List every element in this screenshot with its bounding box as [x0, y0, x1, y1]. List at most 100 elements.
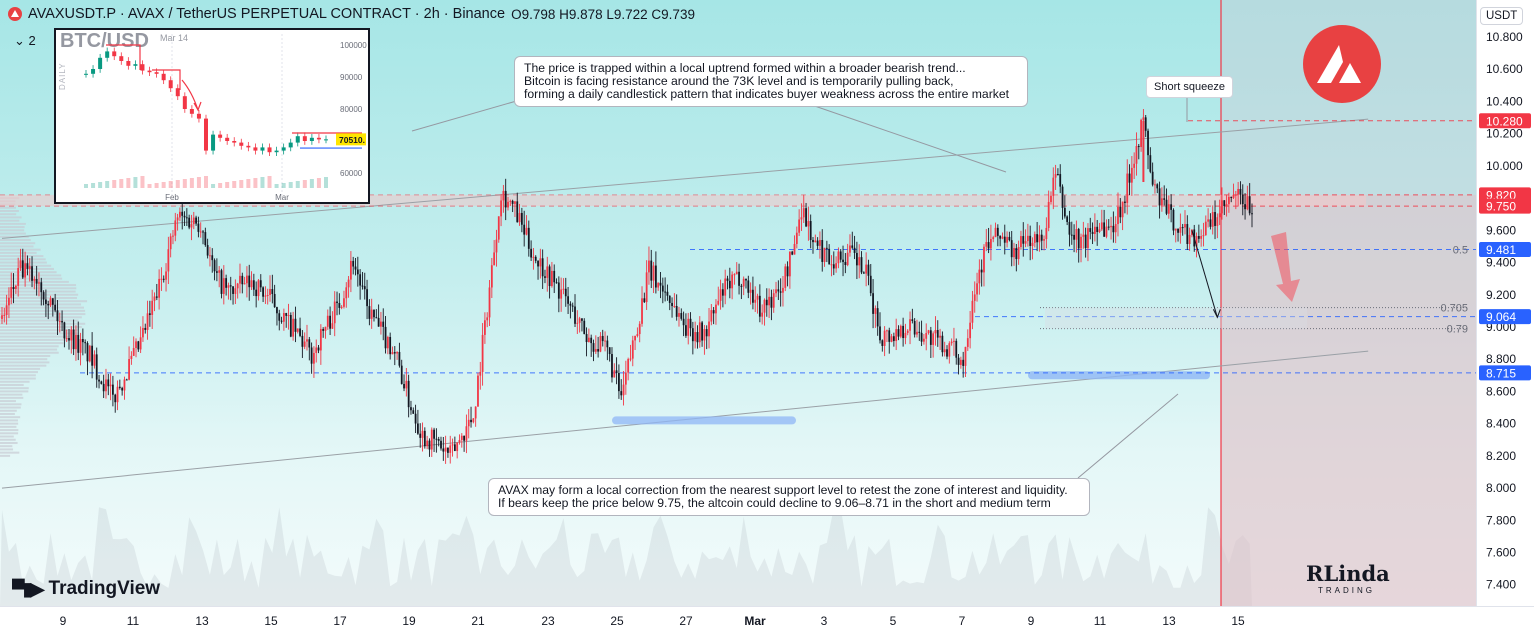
- price-level-badge-label: 9.064: [1486, 310, 1516, 324]
- candle-body: [1227, 196, 1230, 205]
- candle-body: [451, 444, 454, 446]
- candle-body: [215, 271, 218, 273]
- candle-body: [1167, 204, 1170, 214]
- candle-body: [414, 413, 417, 424]
- price-level-badge-label: 10.280: [1486, 114, 1523, 128]
- price-axis[interactable]: [1476, 0, 1534, 606]
- volume-profile-bar: [0, 435, 14, 438]
- candle-body: [222, 278, 225, 294]
- candle-body: [33, 279, 36, 281]
- candle-body: [1251, 213, 1253, 215]
- candle-body: [1195, 236, 1198, 247]
- candle-body: [680, 313, 683, 319]
- candle-body: [557, 282, 560, 299]
- inset-candle-body: [168, 80, 173, 89]
- candle-body: [527, 227, 530, 249]
- candle-body: [155, 296, 158, 298]
- candle-body: [135, 341, 137, 348]
- candle-body: [354, 266, 357, 270]
- inset-candle-body: [119, 56, 124, 61]
- time-tick-label: 11: [1094, 614, 1107, 628]
- candle-body: [560, 289, 563, 299]
- inset-volume-bar: [274, 184, 279, 188]
- candle-body: [24, 263, 27, 278]
- candle-body: [1052, 177, 1055, 196]
- fib-level-label: 0.79: [1447, 324, 1468, 336]
- volume-area: [0, 507, 1252, 606]
- candle-body: [846, 252, 849, 266]
- candle-body: [61, 321, 63, 323]
- candle-body: [246, 275, 248, 284]
- volume-profile-bar: [0, 216, 22, 219]
- candle-body: [195, 217, 197, 224]
- candle-body: [1010, 240, 1013, 258]
- candle-body: [696, 332, 699, 343]
- candle-body: [91, 345, 94, 366]
- currency-button[interactable]: USDT: [1480, 7, 1524, 25]
- candle-body: [229, 285, 232, 287]
- candle-body: [1239, 188, 1242, 195]
- candle-body: [359, 274, 362, 286]
- candle-body: [416, 423, 419, 434]
- candle-body: [819, 240, 821, 246]
- candle-body: [971, 300, 974, 323]
- tradingview-logo[interactable]: ▀▮▶ TradingView: [12, 578, 160, 600]
- indicator-toggle-button[interactable]: ⌄ 2: [14, 33, 36, 48]
- candle-body: [923, 338, 925, 342]
- candle-body: [726, 278, 729, 281]
- inset-date: Mar 14: [160, 33, 189, 43]
- candle-body: [121, 387, 124, 391]
- time-tick-label: Mar: [744, 614, 766, 628]
- candle-body: [761, 312, 764, 317]
- candle-body: [465, 426, 468, 441]
- volume-profile-bar: [0, 271, 57, 274]
- candle-body: [936, 330, 939, 338]
- candle-body: [784, 266, 787, 288]
- candle-body: [481, 334, 484, 372]
- candle-body: [86, 343, 89, 362]
- candle-body: [183, 215, 186, 218]
- candle-body: [504, 190, 507, 208]
- time-axis[interactable]: 9 11 13 15 17 19 21 23 25 27 Mar 3 5 7 9 11 13 15: [0, 606, 1534, 633]
- candle-body: [206, 245, 209, 256]
- candle-body: [1241, 194, 1244, 205]
- time-tick-label: 23: [541, 614, 555, 628]
- candle-body: [516, 201, 519, 223]
- volume-profile-bar: [0, 303, 82, 306]
- candle-body: [597, 349, 600, 352]
- linda-logo-mark: RLinda: [1306, 561, 1390, 586]
- candle-body: [174, 220, 177, 236]
- inset-bear-arrow: [181, 79, 202, 112]
- volume-profile-bar: [0, 313, 86, 316]
- candle-body: [1024, 241, 1027, 244]
- candle-body: [925, 332, 928, 339]
- candle-body: [51, 298, 54, 305]
- time-tick-label: 21: [471, 614, 485, 628]
- annotation-bitcoin-note[interactable]: The price is trapped within a local uptr…: [514, 56, 1028, 107]
- candle-body: [285, 313, 288, 316]
- volume-profile-bar: [0, 412, 15, 415]
- candle-body: [282, 313, 285, 322]
- candle-body: [874, 308, 877, 314]
- candle-body: [151, 300, 154, 315]
- candle-body: [139, 337, 142, 350]
- candle-body: [1117, 206, 1119, 225]
- candle-body: [1191, 229, 1193, 235]
- inset-candle-body: [218, 134, 223, 138]
- candle-body: [613, 370, 616, 378]
- candle-body: [306, 339, 308, 342]
- candle-body: [112, 384, 114, 395]
- symbol-header[interactable]: AVAXUSDT.P · AVAX / TetherUS PERPETUAL C…: [8, 6, 695, 22]
- short-squeeze-label[interactable]: Short squeeze: [1146, 76, 1233, 98]
- price-tick-label: 8.200: [1486, 449, 1516, 463]
- fib-level-label: 0.705: [1440, 303, 1468, 315]
- candle-body: [368, 306, 371, 319]
- candle-body: [740, 285, 743, 287]
- candle-body: [678, 313, 680, 317]
- candle-body: [955, 340, 958, 358]
- candle-body: [1172, 209, 1175, 231]
- candle-body: [1001, 236, 1004, 239]
- candle-body: [770, 296, 773, 308]
- inset-candle-body: [288, 142, 293, 148]
- annotation-avax-note[interactable]: AVAX may form a local correction from th…: [488, 478, 1090, 516]
